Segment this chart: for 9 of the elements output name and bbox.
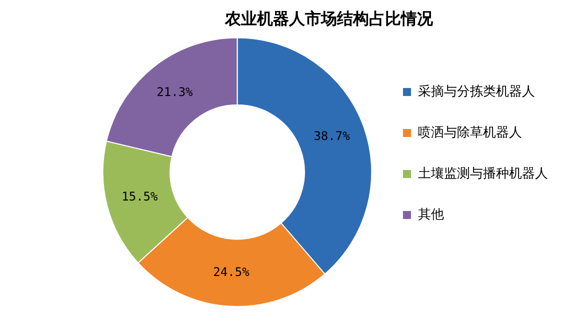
data-label: 38.7% bbox=[314, 129, 351, 144]
data-label: 21.3% bbox=[156, 85, 194, 100]
data-label: 24.5% bbox=[213, 264, 250, 279]
legend-label: 喷洒与除草机器人 bbox=[418, 125, 522, 140]
data-label: 15.5% bbox=[122, 190, 159, 204]
chart-title: 农业机器人市场结构占比情况 bbox=[224, 8, 434, 28]
legend-label: 土壤监测与播种机器人 bbox=[418, 166, 548, 182]
legend-label: 采摘与分拣类机器人 bbox=[418, 84, 535, 100]
legend-label: 其他 bbox=[418, 207, 444, 222]
